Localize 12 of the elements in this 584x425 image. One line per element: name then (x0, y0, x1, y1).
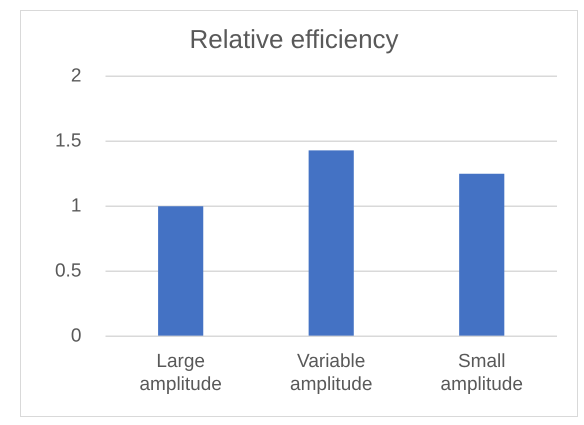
y-tick-label: 0 (70, 326, 82, 347)
bar (308, 150, 354, 336)
x-tick-label: Variable amplitude (290, 351, 372, 395)
bar (459, 174, 504, 336)
x-tick-label: Large amplitude (139, 351, 222, 395)
bar (158, 206, 204, 336)
y-tick-label: 2 (70, 65, 82, 86)
y-tick-label: 0.5 (54, 260, 82, 282)
y-tick-label: 1.5 (54, 130, 82, 152)
x-tick-label: Small amplitude (440, 351, 523, 395)
y-tick-label: 1 (70, 196, 82, 217)
chart-title: Relative efficiency (189, 24, 399, 54)
